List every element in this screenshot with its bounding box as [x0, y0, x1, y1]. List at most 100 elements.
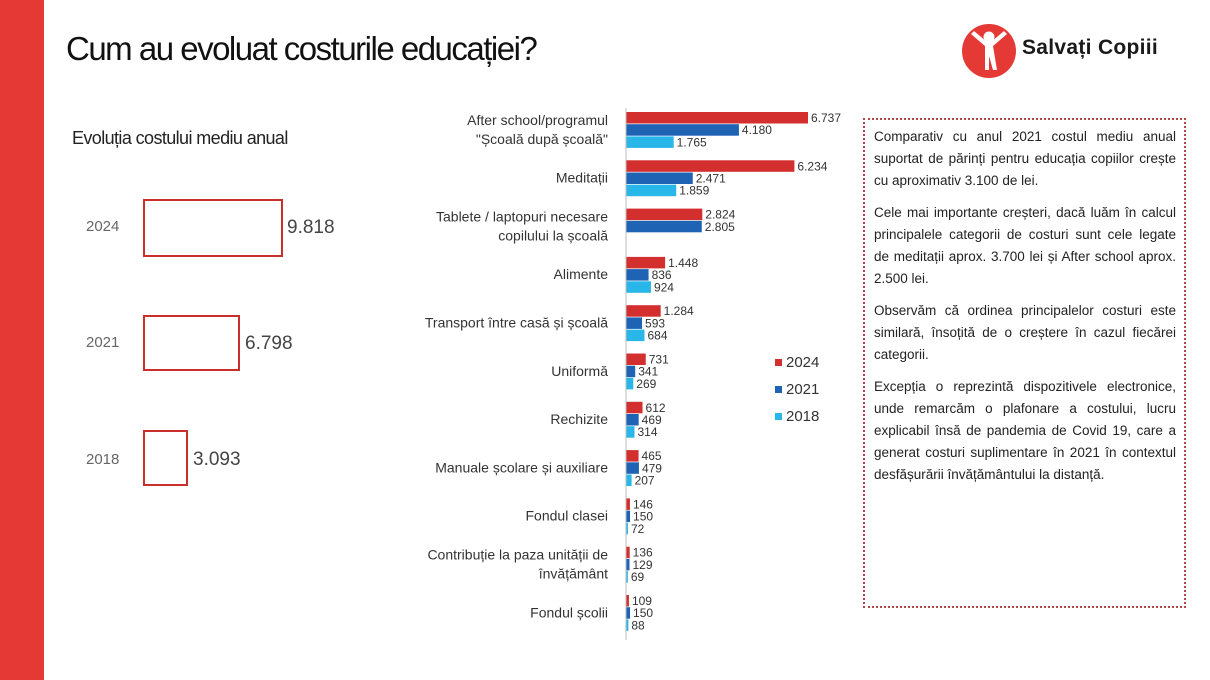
logo-icon — [962, 24, 1016, 78]
category-label: copilului la școală — [498, 227, 608, 243]
bar — [626, 522, 628, 535]
data-label: 684 — [647, 329, 667, 343]
category-label: Uniformă — [551, 363, 608, 379]
legend-label: 2021 — [786, 381, 819, 398]
legend-swatch — [775, 359, 782, 366]
data-label: 6.737 — [811, 111, 841, 125]
bar — [626, 269, 649, 281]
bar — [626, 124, 739, 136]
bar — [626, 305, 661, 317]
total-bar — [143, 430, 188, 486]
bar — [626, 365, 636, 378]
bar — [626, 462, 639, 474]
total-year-label: 2024 — [86, 218, 120, 235]
bar — [626, 160, 795, 172]
data-label: 2.824 — [705, 208, 735, 222]
bar — [626, 317, 643, 329]
bar — [626, 353, 646, 365]
bar — [626, 595, 629, 607]
bar — [626, 208, 703, 221]
data-label: 207 — [635, 474, 655, 488]
bar — [626, 571, 628, 583]
commentary-paragraph: Comparativ cu anul 2021 costul mediu anu… — [874, 129, 1176, 188]
bar — [626, 558, 630, 571]
total-bar — [143, 199, 283, 257]
commentary-paragraph: Excepția o reprezintă dispozitivele elec… — [874, 379, 1176, 482]
data-label: 341 — [638, 365, 658, 379]
total-value: 3.093 — [193, 449, 241, 470]
bar — [626, 607, 631, 619]
bar — [626, 426, 635, 438]
category-label: Tablete / laptopuri necesare — [436, 208, 608, 224]
bar — [626, 172, 693, 184]
bar — [626, 256, 666, 269]
bar — [626, 546, 630, 559]
data-label: 612 — [646, 401, 666, 415]
total-year-label: 2021 — [86, 334, 120, 351]
data-label: 136 — [633, 546, 653, 560]
data-label: 150 — [633, 606, 653, 620]
page-title: Cum au evoluat costurile educației? — [66, 30, 538, 67]
data-label: 269 — [636, 377, 656, 391]
data-label: 1.448 — [668, 256, 698, 270]
bar — [626, 377, 634, 390]
bar — [626, 474, 632, 486]
data-label: 314 — [637, 425, 657, 439]
legend-label: 2018 — [786, 408, 819, 425]
data-label: 146 — [633, 497, 653, 511]
category-label: "Școală după școală" — [476, 131, 608, 147]
total-value: 9.818 — [287, 217, 335, 238]
commentary-paragraph: Observăm că ordinea principalelor costur… — [874, 303, 1176, 362]
data-label: 469 — [642, 413, 662, 427]
legend-swatch — [775, 386, 782, 393]
category-label: Contribuție la paza unității de — [427, 546, 608, 562]
category-label: Fondul școlii — [530, 604, 608, 620]
bar — [626, 329, 645, 342]
category-label: Alimente — [554, 266, 609, 282]
data-label: 4.180 — [742, 123, 772, 137]
data-label: 593 — [645, 316, 665, 330]
bar — [626, 619, 629, 631]
bar — [626, 510, 631, 523]
data-label: 88 — [631, 618, 645, 632]
bar — [626, 401, 643, 414]
data-label: 6.234 — [797, 159, 827, 173]
category-label: Fondul clasei — [526, 508, 609, 524]
data-label: 150 — [633, 510, 653, 524]
bar — [626, 220, 702, 233]
bar — [626, 112, 808, 124]
bar — [626, 450, 639, 462]
total-year-label: 2018 — [86, 451, 120, 468]
bar — [626, 184, 677, 197]
brand-side-band — [0, 0, 44, 680]
category-label: Rechizite — [550, 411, 608, 427]
category-label: învățământ — [538, 565, 608, 581]
commentary-box: Comparativ cu anul 2021 costul mediu anu… — [863, 118, 1186, 608]
data-label: 2.471 — [696, 172, 726, 186]
logo-wordmark: Salvați Copiii — [1022, 36, 1159, 59]
data-label: 2.805 — [705, 220, 735, 234]
data-label: 836 — [652, 268, 672, 282]
legend-swatch — [775, 413, 782, 420]
total-bar — [143, 315, 240, 371]
data-label: 1.284 — [664, 304, 694, 318]
bar — [626, 136, 674, 148]
cost-category-bar-chart: After school/programul "Școală după școal… — [425, 108, 841, 640]
data-label: 924 — [654, 280, 674, 294]
bar — [626, 414, 639, 426]
data-label: 731 — [649, 353, 669, 367]
data-label: 109 — [632, 594, 652, 608]
logo — [962, 24, 1016, 78]
data-label: 129 — [632, 558, 652, 572]
data-label: 479 — [642, 461, 662, 475]
totals-subtitle: Evoluția costului mediu anual — [72, 128, 288, 148]
data-label: 465 — [642, 449, 662, 463]
legend-label: 2024 — [786, 354, 819, 371]
bar — [626, 498, 630, 510]
category-label: After school/programul — [467, 112, 608, 128]
data-label: 72 — [631, 522, 645, 536]
category-label: Manuale școlare și auxiliare — [435, 459, 608, 475]
data-label: 69 — [631, 570, 645, 584]
category-label: Transport între casă și școală — [425, 314, 608, 330]
category-label: Meditații — [556, 170, 608, 186]
